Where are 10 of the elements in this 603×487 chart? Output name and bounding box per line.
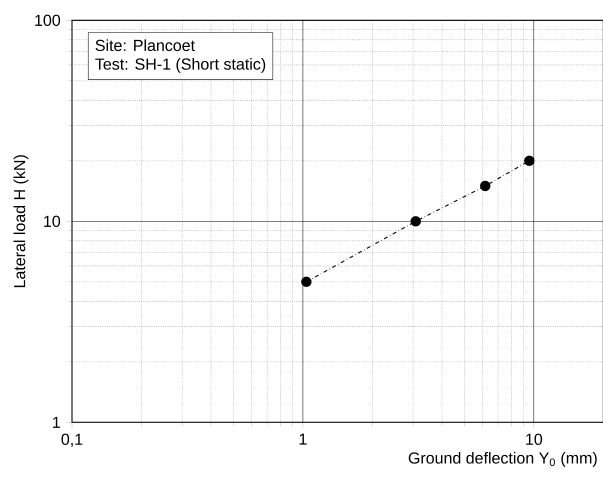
annotation: Site: Plancoet bbox=[96, 39, 195, 52]
x-tick-label: 10 bbox=[526, 434, 542, 445]
x-axis-title: Ground deflection Y$_{0}$ (mm) bbox=[408, 452, 597, 467]
x-tick-label: 0,1 bbox=[62, 434, 82, 447]
y-tick-label: 10 bbox=[44, 216, 60, 227]
x-tick-label: 1 bbox=[300, 434, 307, 445]
annotation: Test: SH-1 (Short static) bbox=[95, 58, 266, 73]
y-tick-label: 1 bbox=[53, 416, 60, 428]
y-axis-title: Lateral load H (kN) bbox=[14, 155, 28, 288]
y-tick-label: 100 bbox=[35, 14, 60, 26]
